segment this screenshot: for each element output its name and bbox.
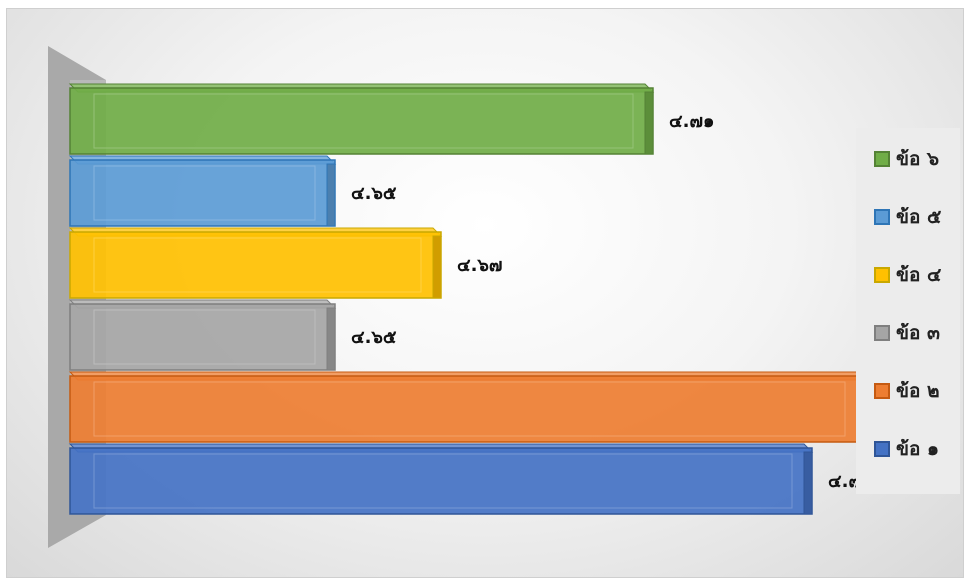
legend-swatch: [874, 267, 890, 283]
legend: ข้อ ๖ข้อ ๕ข้อ ๔ข้อ ๓ข้อ ๒ข้อ ๑: [856, 128, 960, 494]
legend-item-2: ข้อ ๒: [874, 376, 940, 406]
legend-item-6: ข้อ ๖: [874, 144, 939, 174]
legend-label: ข้อ ๑: [896, 438, 940, 460]
bar-5-inner-edge: [93, 165, 316, 221]
bar-1: [69, 447, 813, 515]
legend-swatch: [874, 151, 890, 167]
legend-item-4: ข้อ ๔: [874, 260, 941, 290]
bar-6-inner-edge: [93, 93, 634, 149]
legend-swatch: [874, 209, 890, 225]
legend-item-1: ข้อ ๑: [874, 434, 939, 464]
legend-label: ข้อ ๖: [896, 148, 940, 170]
legend-label: ข้อ ๓: [896, 322, 941, 344]
bar-6: [69, 87, 654, 155]
legend-swatch: [874, 441, 890, 457]
legend-label: ข้อ ๕: [896, 206, 942, 228]
data-label-3: ๔.๖๕: [351, 327, 397, 348]
legend-swatch: [874, 325, 890, 341]
bar-2: [69, 375, 866, 443]
bar-4: [69, 231, 442, 299]
data-label-5: ๔.๖๕: [351, 183, 397, 204]
bar-3-inner-edge: [93, 309, 316, 365]
bar-3-end-face: [326, 307, 336, 371]
data-label-6: ๔.๗๑: [669, 111, 714, 132]
legend-label: ข้อ ๒: [896, 380, 940, 402]
bar-4-end-face: [432, 235, 442, 299]
bar-1-inner-edge: [93, 453, 793, 509]
bar-5: [69, 159, 336, 227]
bar-1-end-face: [803, 451, 813, 515]
legend-label: ข้อ ๔: [896, 264, 942, 286]
bar-5-end-face: [326, 163, 336, 227]
bar-4-inner-edge: [93, 237, 422, 293]
bar-6-end-face: [644, 91, 654, 155]
bar-2-inner-edge: [93, 381, 846, 437]
bar-3: [69, 303, 336, 371]
legend-item-3: ข้อ ๓: [874, 318, 940, 348]
data-label-4: ๔.๖๗: [457, 255, 502, 276]
legend-item-5: ข้อ ๕: [874, 202, 941, 232]
legend-swatch: [874, 383, 890, 399]
